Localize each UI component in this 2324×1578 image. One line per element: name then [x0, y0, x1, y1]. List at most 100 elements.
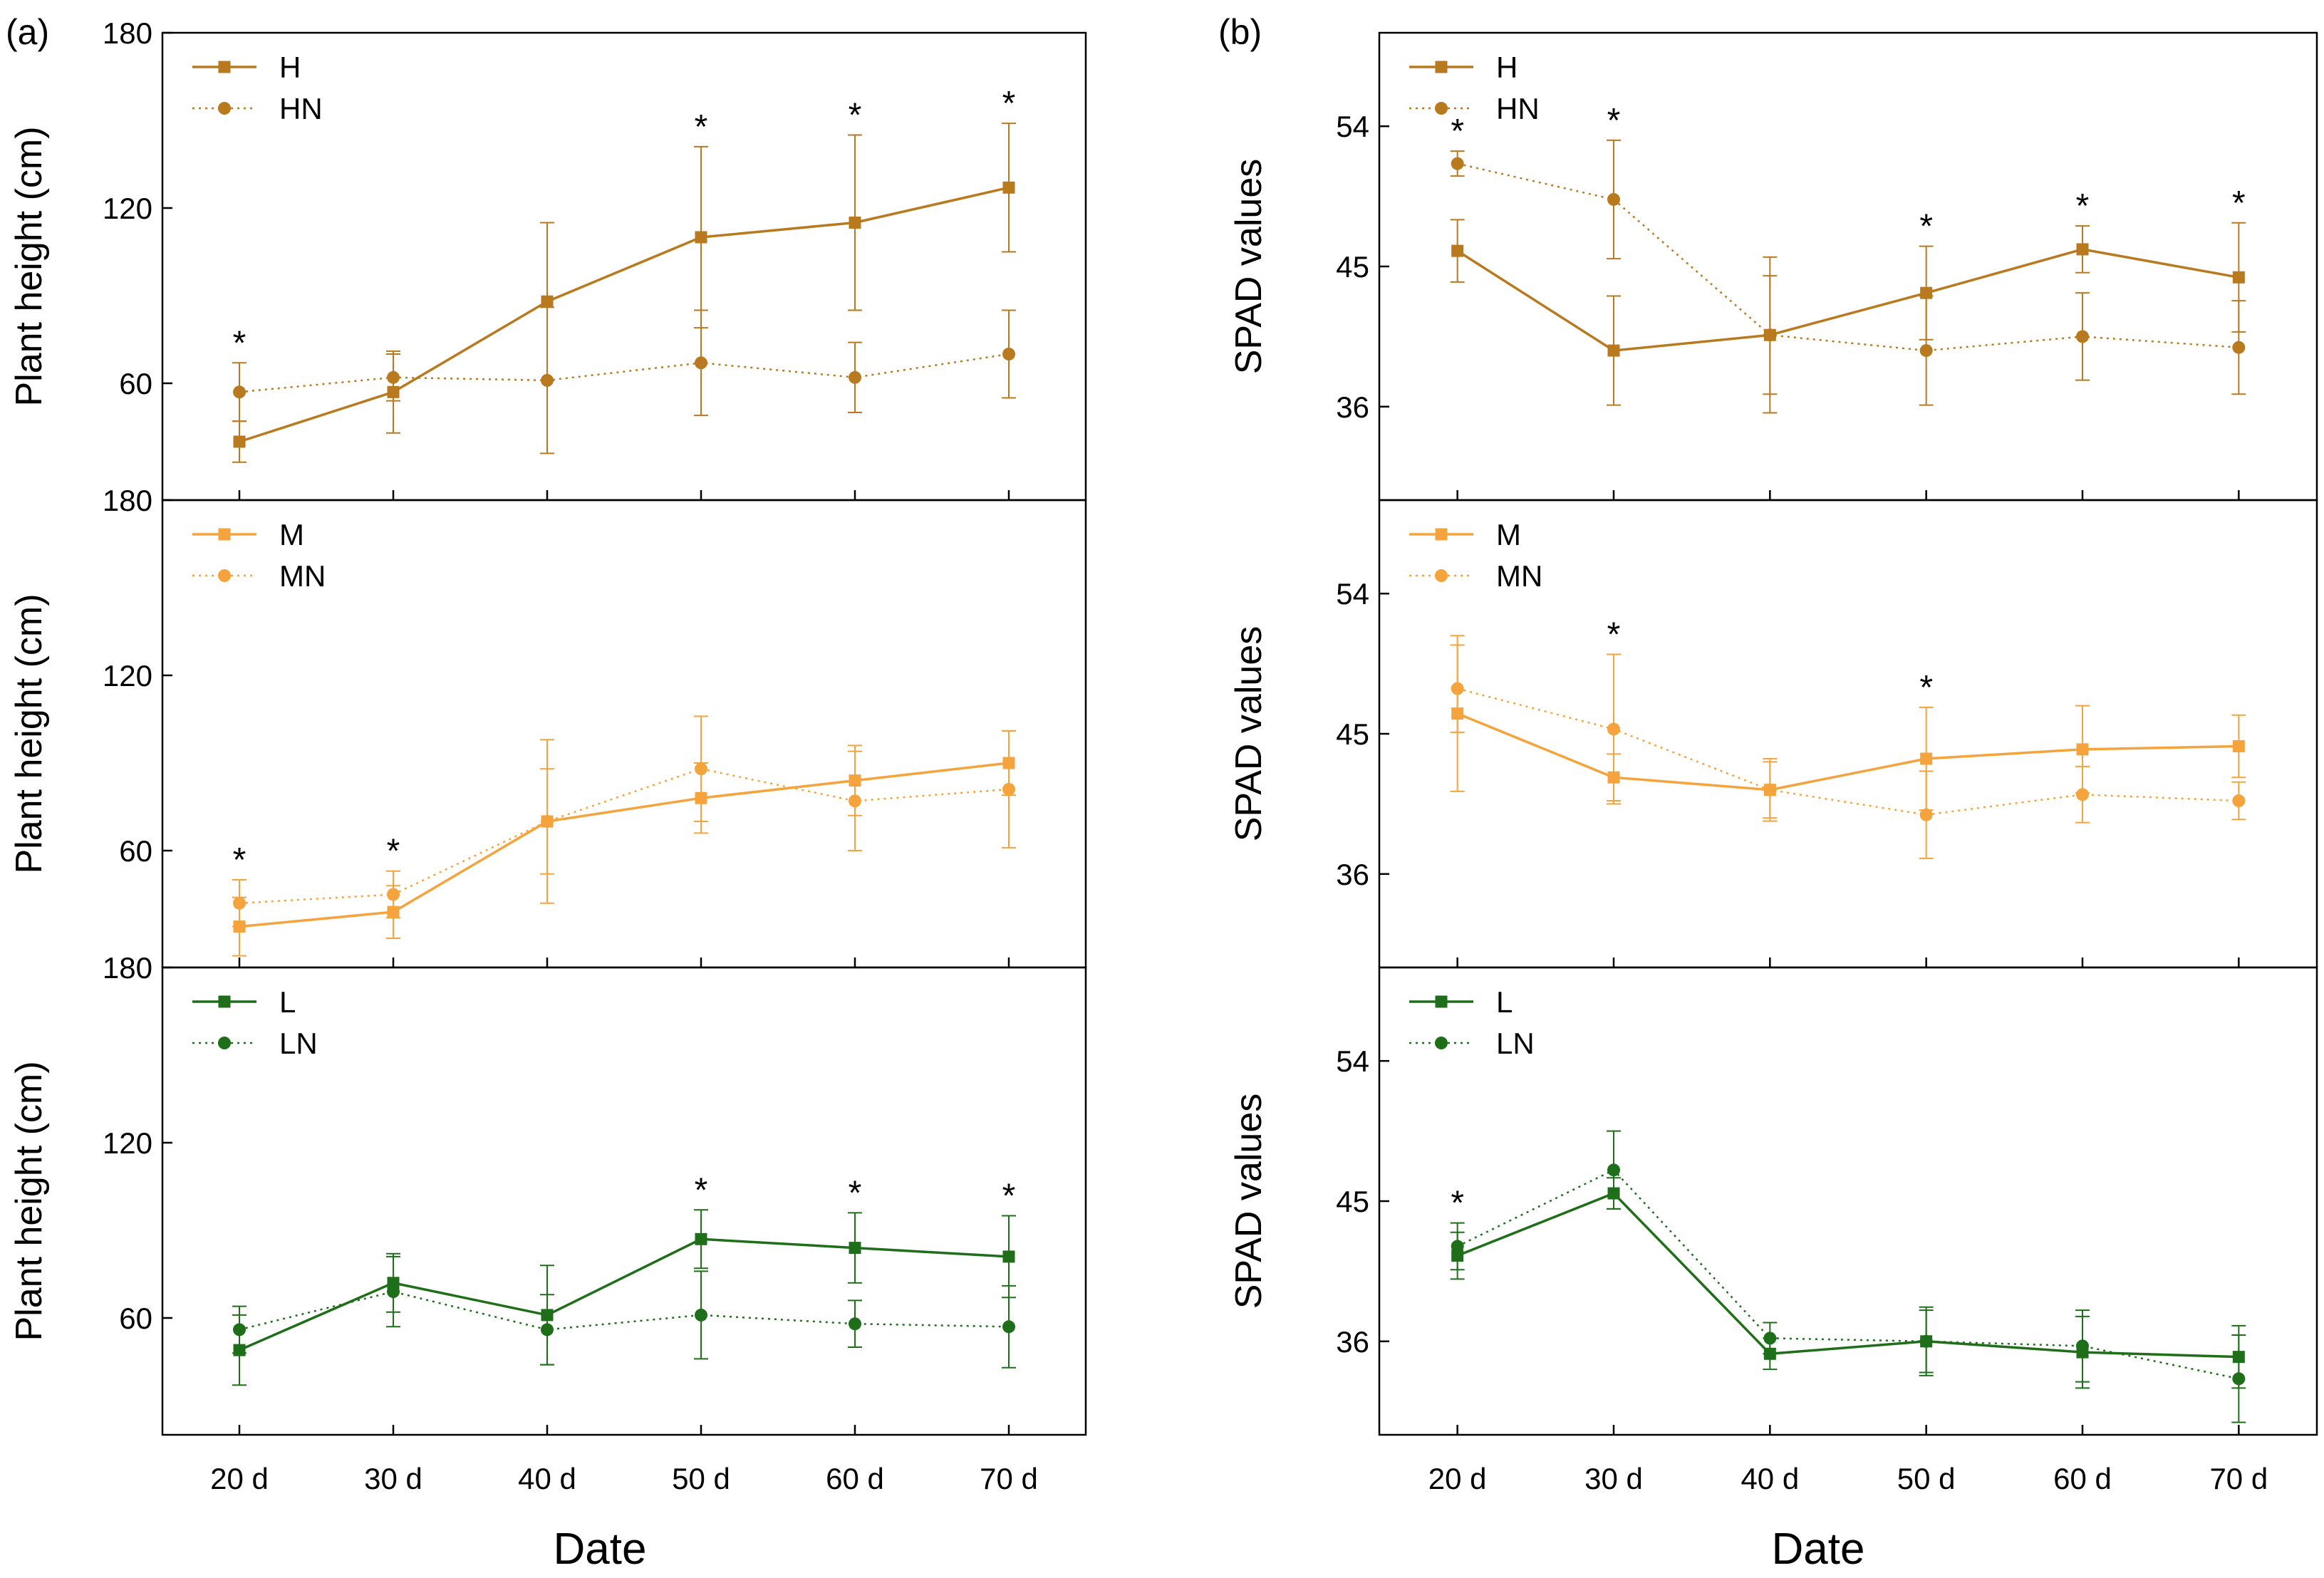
data-point-HN — [387, 370, 400, 384]
x-tick-label: 30 d — [364, 1462, 422, 1495]
data-point-M — [2232, 739, 2245, 752]
data-point-H — [849, 217, 861, 229]
legend-marker-HN — [1435, 102, 1448, 115]
legend-label-H: H — [279, 51, 301, 84]
y-tick-label-c3: 36 — [1336, 390, 1369, 424]
significance-star: * — [695, 1171, 708, 1209]
data-point-MN — [695, 762, 707, 776]
x-axis-title-right: Date — [1772, 1525, 1865, 1574]
legend-marker-L — [218, 995, 231, 1008]
data-point-LN — [2232, 1372, 2246, 1386]
data-point-H — [1607, 344, 1620, 357]
y-tick-label-c5: 45 — [1336, 1185, 1369, 1218]
data-point-LN — [1607, 1163, 1620, 1177]
legend-marker-MN — [218, 569, 231, 582]
significance-star: * — [1919, 208, 1933, 246]
data-point-H — [1451, 244, 1464, 257]
data-point-HN — [233, 385, 246, 399]
legend-label-M: M — [279, 518, 304, 551]
legend-marker-M — [218, 528, 231, 541]
significance-star: * — [1002, 1178, 1016, 1215]
legend-label-LN: LN — [1496, 1027, 1535, 1060]
y-tick-label-c2: 120 — [103, 1126, 152, 1160]
y-tick-label-c1: 60 — [119, 834, 152, 868]
data-point-MN — [233, 896, 246, 910]
data-point-MN — [1451, 682, 1464, 695]
legend-label-H: H — [1496, 51, 1518, 84]
data-point-M — [1920, 752, 1933, 765]
significance-star: * — [1451, 113, 1464, 150]
data-point-MN — [1763, 783, 1777, 796]
data-point-HN — [1451, 157, 1464, 170]
y-tick-label-c0: 120 — [103, 192, 152, 225]
y-tick-label-c5: 54 — [1336, 1044, 1369, 1078]
significance-star: * — [849, 97, 862, 135]
data-point-M — [2076, 743, 2089, 756]
series-line-LN — [239, 1290, 1010, 1331]
legend-label-HN: HN — [1496, 92, 1540, 125]
significance-star: * — [1919, 669, 1933, 707]
legend-marker-L — [1435, 995, 1448, 1008]
x-tick-label: 60 d — [2053, 1462, 2112, 1495]
x-tick-label: 60 d — [826, 1462, 884, 1495]
data-point-LN — [1763, 1332, 1777, 1345]
data-point-MN — [1919, 808, 1933, 821]
x-tick-label: 50 d — [1897, 1462, 1956, 1495]
y-tick-label-c1: 120 — [103, 659, 152, 692]
text-layer: (a) (b) Date Date 60 120 180 Plant height (… — [6, 12, 2268, 1574]
y-axis-label-c1: Plant height (cm) — [9, 593, 50, 873]
legend-label-HN: HN — [279, 92, 323, 125]
data-point-MN — [2232, 794, 2246, 808]
significance-star: * — [2076, 187, 2090, 225]
y-tick-label-c3: 45 — [1336, 250, 1369, 284]
significance-star: * — [1607, 616, 1621, 653]
series-line-L — [1457, 1192, 2239, 1359]
data-point-LN — [233, 1323, 246, 1336]
data-point-L — [695, 1232, 707, 1245]
data-point-HN — [1607, 192, 1620, 206]
data-point-LN — [1002, 1320, 1015, 1334]
legend-label-LN: LN — [279, 1027, 318, 1060]
y-axis-label-c4: SPAD values — [1228, 626, 1270, 842]
data-point-LN — [2076, 1339, 2089, 1353]
x-tick-label: 20 d — [1428, 1462, 1487, 1495]
legend-label-MN: MN — [1496, 559, 1542, 593]
series-line-M — [1457, 712, 2239, 791]
data-point-HN — [849, 370, 861, 384]
data-point-LN — [849, 1317, 861, 1331]
legend-label-L: L — [279, 985, 296, 1019]
significance-star: * — [1002, 85, 1016, 123]
y-tick-label-c3: 54 — [1336, 110, 1369, 143]
x-tick-label: 20 d — [210, 1462, 269, 1495]
significance-star: * — [695, 108, 708, 146]
data-point-MN — [541, 815, 554, 828]
y-tick-label-c5: 36 — [1336, 1325, 1369, 1359]
series-line-M — [239, 762, 1010, 928]
y-tick-label-c0: 180 — [103, 16, 152, 50]
series-line-HN — [1457, 162, 2239, 352]
legend-marker-M — [1435, 528, 1448, 541]
data-point-HN — [2076, 330, 2089, 343]
plot-frame-c2 — [161, 966, 1087, 1436]
significance-star: * — [849, 1174, 862, 1212]
data-point-L — [1002, 1250, 1015, 1263]
significance-star: * — [2232, 185, 2246, 222]
series-line-HN — [239, 353, 1010, 393]
legend-label-L: L — [1496, 985, 1513, 1019]
series-line-H — [1456, 248, 2239, 352]
data-point-HN — [1763, 328, 1777, 342]
data-point-HN — [541, 373, 554, 387]
data-point-H — [695, 231, 707, 244]
y-tick-label-c4: 54 — [1336, 577, 1369, 611]
x-tick-label: 70 d — [2209, 1462, 2268, 1495]
y-tick-label-c4: 36 — [1336, 858, 1369, 891]
y-tick-label-c1: 180 — [103, 484, 152, 517]
panel-label-b: (b) — [1218, 12, 1262, 52]
series-line-LN — [1457, 1168, 2239, 1380]
y-tick-label-c4: 45 — [1336, 717, 1369, 751]
data-point-L — [849, 1242, 861, 1255]
series-line-MN — [1457, 687, 2239, 816]
panel-label-a: (a) — [6, 12, 49, 52]
legend-label-M: M — [1496, 518, 1521, 551]
series-line-L — [239, 1237, 1010, 1351]
